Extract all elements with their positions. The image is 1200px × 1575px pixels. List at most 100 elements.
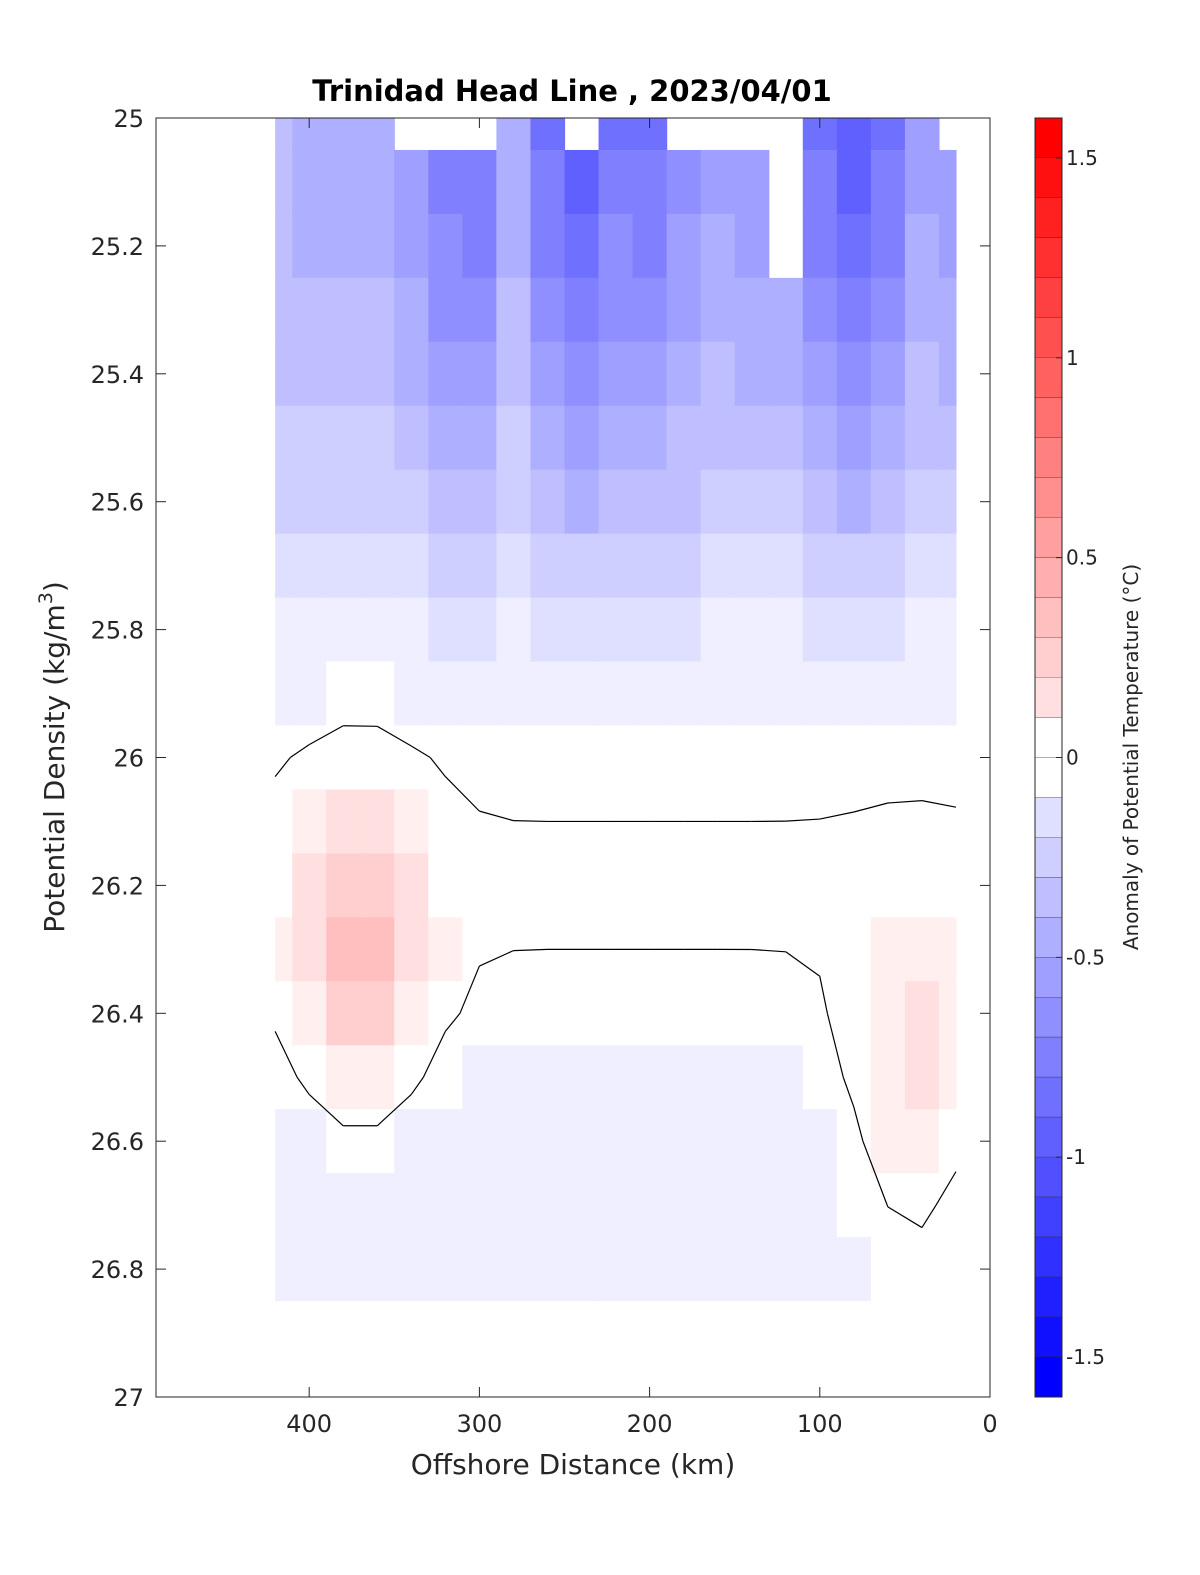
field-cell bbox=[598, 853, 634, 918]
field-cell bbox=[768, 469, 804, 535]
field-cell bbox=[836, 149, 872, 215]
field-cell bbox=[530, 118, 566, 151]
y-tick-label: 26.4 bbox=[91, 1000, 144, 1028]
field-cell bbox=[292, 917, 327, 982]
field-cell bbox=[564, 1237, 600, 1302]
field-cell bbox=[462, 469, 498, 535]
contour-segment bbox=[376, 725, 412, 747]
field-cell bbox=[462, 149, 498, 215]
contour-segment bbox=[826, 1013, 844, 1078]
colorbar-level bbox=[1035, 397, 1062, 439]
field-cell bbox=[394, 725, 429, 791]
field-cell bbox=[870, 853, 906, 918]
field-cell bbox=[530, 405, 566, 471]
y-tick-label: 27 bbox=[113, 1384, 144, 1412]
field-cell bbox=[904, 917, 940, 982]
field-cell bbox=[326, 725, 361, 791]
field-cell bbox=[666, 533, 702, 599]
field-cell bbox=[360, 1109, 395, 1174]
contour-segment bbox=[410, 745, 431, 759]
contour-segment bbox=[376, 1094, 412, 1127]
contour-segment bbox=[819, 976, 828, 1014]
contour-segment bbox=[935, 1171, 957, 1206]
colorbar-level bbox=[1035, 237, 1062, 279]
field-cell bbox=[666, 661, 702, 727]
field-cell bbox=[326, 853, 361, 918]
contour-segment bbox=[819, 811, 854, 820]
contour-segment bbox=[842, 1077, 855, 1108]
field-cell bbox=[836, 213, 872, 279]
field-cell bbox=[870, 1173, 906, 1238]
field-cell bbox=[428, 533, 463, 599]
field-cell bbox=[666, 277, 702, 343]
field-cell bbox=[394, 981, 429, 1046]
field-cell bbox=[700, 341, 736, 407]
field-cell bbox=[462, 1237, 498, 1302]
contour-segment bbox=[785, 951, 821, 977]
colorbar-level bbox=[1035, 757, 1062, 798]
field-cell bbox=[836, 1173, 872, 1238]
field-cell bbox=[938, 789, 957, 855]
field-cell bbox=[360, 1045, 395, 1110]
field-cell bbox=[700, 1237, 736, 1302]
field-cell bbox=[394, 1237, 429, 1302]
field-cell bbox=[836, 118, 872, 151]
field-cell bbox=[870, 725, 906, 791]
field-cell bbox=[530, 1301, 566, 1334]
field-cell bbox=[292, 1301, 327, 1334]
field-cell bbox=[700, 405, 736, 471]
colorbar-level bbox=[1035, 1157, 1062, 1198]
field-cell bbox=[496, 981, 532, 1046]
field-cell bbox=[360, 725, 395, 791]
field-cell bbox=[564, 661, 600, 727]
contour-segment bbox=[921, 1204, 937, 1228]
field-cell bbox=[326, 118, 361, 151]
field-cell bbox=[904, 661, 940, 727]
colorbar-level bbox=[1035, 917, 1062, 958]
field-cell bbox=[462, 213, 498, 279]
field-cell bbox=[632, 213, 668, 279]
field-cell bbox=[275, 469, 293, 535]
contour-segment bbox=[862, 1140, 888, 1206]
field-cell bbox=[632, 1237, 668, 1302]
y-tick-label: 26.6 bbox=[91, 1128, 144, 1156]
field-cell bbox=[496, 853, 532, 918]
field-cell bbox=[530, 213, 566, 279]
field-cell bbox=[870, 1109, 906, 1174]
field-cell bbox=[734, 1045, 770, 1110]
field-cell bbox=[275, 277, 293, 343]
field-cell bbox=[326, 469, 361, 535]
field-cell bbox=[938, 1109, 957, 1174]
field-cell bbox=[632, 1301, 668, 1334]
field-cell bbox=[768, 277, 804, 343]
field-cell bbox=[496, 341, 532, 407]
field-cell bbox=[734, 725, 770, 791]
contour-segment bbox=[479, 810, 514, 822]
field-cell bbox=[938, 917, 957, 982]
contour-segment bbox=[513, 948, 548, 952]
field-cell bbox=[275, 789, 293, 855]
field-cell bbox=[666, 149, 702, 215]
field-cell bbox=[938, 661, 957, 727]
field-cell bbox=[428, 597, 463, 663]
field-cell bbox=[734, 533, 770, 599]
colorbar-level bbox=[1035, 517, 1062, 559]
field-cell bbox=[768, 981, 804, 1046]
field-cell bbox=[292, 469, 327, 535]
field-cell bbox=[870, 118, 906, 151]
field-cell bbox=[564, 597, 600, 663]
field-cell bbox=[802, 213, 838, 279]
field-cell bbox=[666, 341, 702, 407]
field-cell bbox=[598, 981, 634, 1046]
field-cell bbox=[938, 1301, 957, 1334]
field-cell bbox=[802, 1301, 838, 1334]
field-cell bbox=[462, 277, 498, 343]
field-cell bbox=[802, 341, 838, 407]
field-cell bbox=[598, 149, 634, 215]
field-cell bbox=[632, 597, 668, 663]
field-cell bbox=[275, 853, 293, 918]
anomaly-field bbox=[275, 118, 957, 1334]
contour-segment bbox=[308, 725, 344, 746]
field-cell bbox=[275, 1237, 293, 1302]
field-cell bbox=[802, 597, 838, 663]
